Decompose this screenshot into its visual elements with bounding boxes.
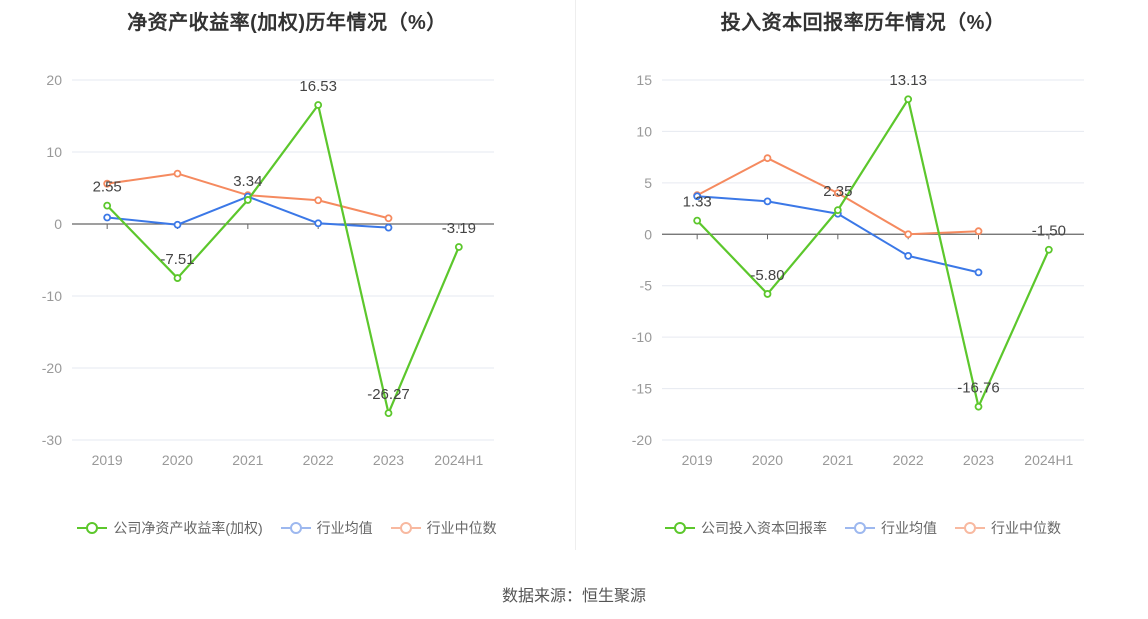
x-tick-label: 2019 xyxy=(92,452,123,468)
data-point-avg xyxy=(173,220,182,229)
legend-label: 行业中位数 xyxy=(426,520,497,536)
x-tick-label: 2019 xyxy=(682,452,713,468)
y-tick-label: -30 xyxy=(42,432,62,448)
roic-chart-panel: 投入资本回报率历年情况（%） 15 10 5 0 -5 -10 -15 -20 2019 2020… xyxy=(576,0,1148,560)
x-tick-label: 2024H1 xyxy=(434,452,483,468)
data-label: 3.34 xyxy=(233,173,262,190)
data-point-median xyxy=(314,196,323,205)
data-point-median xyxy=(173,169,182,178)
roic-chart-plot: 15 10 5 0 -5 -10 -15 -20 2019 2020 2021 2022 2023 202… xyxy=(632,72,1084,468)
data-point-company xyxy=(314,101,323,109)
y-tick-label: 15 xyxy=(636,72,652,88)
data-label: 2.55 xyxy=(93,179,122,196)
data-point-median xyxy=(103,179,112,188)
legend-line-icon xyxy=(77,521,108,535)
x-tick-label: 2024H1 xyxy=(1024,452,1073,468)
legend-label: 行业中位数 xyxy=(991,520,1061,536)
y-tick-label: -5 xyxy=(640,278,653,294)
data-point-company xyxy=(173,274,182,282)
panel-divider xyxy=(575,0,576,550)
roe-chart-plot: 20 10 0 -10 -20 -30 2019 2020 2021 2022 2023 2024H1… xyxy=(42,72,494,468)
data-point-company xyxy=(1044,245,1053,254)
y-tick-label: -15 xyxy=(632,381,652,397)
legend-item-avg[interactable]: 行业均值 xyxy=(845,518,937,538)
legend-item-median[interactable]: 行业中位数 xyxy=(955,518,1061,538)
roe-chart-panel: 净资产收益率(加权)历年情况（%） 20 10 0 -10 -20 -30 2019 2020… xyxy=(0,0,574,560)
x-tick-label: 2020 xyxy=(752,452,783,468)
x-tick-label: 2021 xyxy=(822,452,853,468)
y-tick-label: 0 xyxy=(54,216,62,232)
y-tick-label: 5 xyxy=(644,175,652,191)
x-tick-label: 2023 xyxy=(963,452,994,468)
y-tick-label: 0 xyxy=(644,226,652,242)
data-source-note: 数据来源：恒生聚源 xyxy=(501,588,646,605)
data-point-avg xyxy=(384,223,393,232)
y-tick-label: 20 xyxy=(46,72,62,88)
data-point-median xyxy=(384,214,393,223)
data-point-median xyxy=(763,154,772,163)
series-line-company xyxy=(106,103,460,415)
data-label: -1.50 xyxy=(1032,223,1066,240)
data-label: 16.53 xyxy=(299,78,337,95)
data-label: -7.51 xyxy=(160,251,194,268)
x-tick-label: 2022 xyxy=(893,452,924,468)
data-point-company xyxy=(103,201,112,210)
data-point-company xyxy=(904,95,913,104)
legend-item-avg[interactable]: 行业均值 xyxy=(280,518,373,538)
legend-label: 公司投入资本回报率 xyxy=(701,520,827,536)
data-label: 2.35 xyxy=(823,183,852,200)
y-tick-label: -20 xyxy=(42,360,62,376)
chart-legend: 公司净资产收益率(加权) 行业均值 行业中位数 xyxy=(0,518,574,538)
legend-label: 公司净资产收益率(加权) xyxy=(113,520,263,536)
data-label: -16.76 xyxy=(957,380,1000,397)
y-tick-label: -10 xyxy=(42,288,62,304)
legend-label: 行业均值 xyxy=(881,520,937,536)
x-tick-label: 2021 xyxy=(232,452,263,468)
data-point-avg xyxy=(974,268,983,277)
data-point-avg xyxy=(904,251,913,260)
data-point-company xyxy=(974,402,983,411)
legend-line-icon xyxy=(280,521,311,535)
data-point-avg xyxy=(763,197,772,206)
data-label: -3.19 xyxy=(442,220,476,237)
legend-item-company[interactable]: 公司净资产收益率(加权) xyxy=(77,518,263,538)
data-point-company xyxy=(243,196,252,204)
data-label: 1.33 xyxy=(683,194,712,211)
data-point-company xyxy=(833,206,842,215)
data-point-avg xyxy=(103,213,112,222)
chart-legend: 公司投入资本回报率 行业均值 行业中位数 xyxy=(576,518,1148,538)
chart-title: 净资产收益率(加权)历年情况（%） xyxy=(127,12,447,34)
y-tick-label: -20 xyxy=(632,432,652,448)
legend-line-icon xyxy=(390,521,421,535)
data-point-company xyxy=(763,290,772,298)
data-point-company xyxy=(454,243,463,251)
series-line-company xyxy=(696,98,1050,408)
legend-item-company[interactable]: 公司投入资本回报率 xyxy=(665,518,827,538)
data-label: -26.27 xyxy=(367,386,410,403)
data-point-company xyxy=(693,216,702,225)
y-tick-label: 10 xyxy=(636,123,652,139)
data-label: -5.80 xyxy=(750,267,784,284)
data-point-median xyxy=(904,230,913,239)
legend-item-median[interactable]: 行业中位数 xyxy=(390,518,497,538)
y-tick-label: -10 xyxy=(632,329,652,345)
chart-title: 投入资本回报率历年情况（%） xyxy=(720,12,1006,34)
legend-line-icon xyxy=(845,521,875,535)
data-point-median xyxy=(974,227,983,236)
legend-line-icon xyxy=(955,521,985,535)
data-point-avg xyxy=(693,192,702,201)
x-tick-label: 2020 xyxy=(162,452,193,468)
data-point-company xyxy=(384,409,393,418)
data-point-median xyxy=(833,189,842,198)
y-tick-label: 10 xyxy=(46,144,62,160)
data-point-avg xyxy=(314,219,323,228)
x-tick-label: 2022 xyxy=(303,452,334,468)
x-tick-label: 2023 xyxy=(373,452,404,468)
legend-line-icon xyxy=(665,521,695,535)
legend-label: 行业均值 xyxy=(316,520,373,536)
data-label: 13.13 xyxy=(889,72,927,89)
